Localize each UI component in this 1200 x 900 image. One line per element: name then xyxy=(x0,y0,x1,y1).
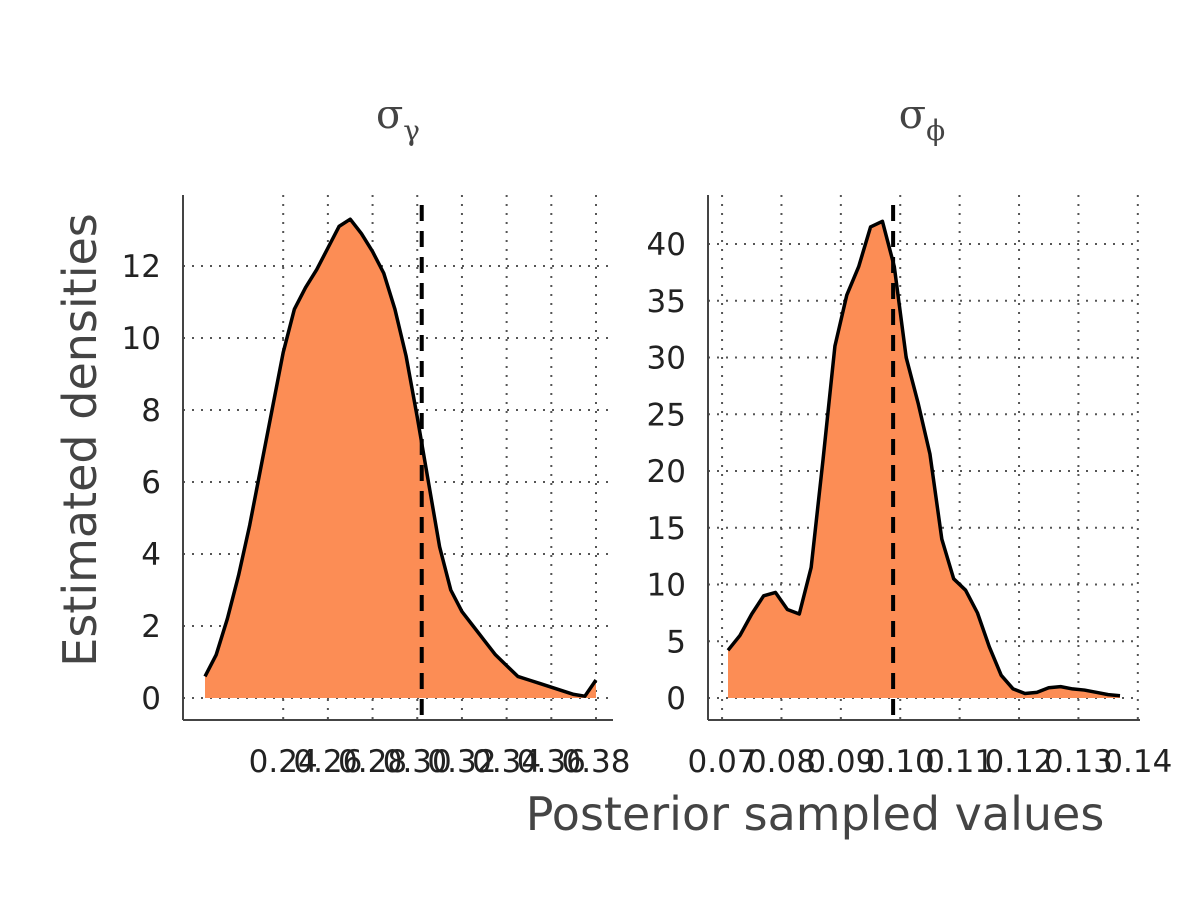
density-area xyxy=(205,219,596,698)
x-tick-label: 0.30 xyxy=(383,744,452,780)
y-tick-label: 12 xyxy=(122,249,161,285)
y-axis-title: Estimated densities xyxy=(53,213,107,667)
y-tick-label: 10 xyxy=(122,321,161,357)
y-tick-label: 5 xyxy=(666,624,686,660)
density-panel-1: σγ 0 2 4 6 8 10 12 0.240.260.280.300.320.340.360… xyxy=(122,92,631,780)
x-tick-label: 0.38 xyxy=(561,744,630,780)
y-tick-label: 0 xyxy=(141,681,161,717)
x-axis-title: Posterior sampled values xyxy=(526,787,1105,841)
x-tick-label: 0.11 xyxy=(925,744,994,780)
x-tick-label: 0.26 xyxy=(293,744,362,780)
y-tick-label: 30 xyxy=(647,341,686,377)
x-tick-label: 0.08 xyxy=(747,744,816,780)
y-tick-label: 25 xyxy=(647,397,686,433)
x-tick-label: 0.09 xyxy=(806,744,875,780)
x-tick-label: 0.13 xyxy=(1044,744,1113,780)
density-curve xyxy=(203,217,598,698)
x-tick-label: 0.36 xyxy=(517,744,586,780)
y-tick-label: 35 xyxy=(647,284,686,320)
x-tick-label: 0.14 xyxy=(1103,744,1172,780)
x-tick-label: 0.28 xyxy=(338,744,407,780)
density-panel-2: σϕ05101520253035400.070.080.090.100.110.… xyxy=(647,92,1173,780)
density-curve xyxy=(726,219,1121,698)
x-tick-label: 0.12 xyxy=(985,744,1054,780)
y-tick-label: 2 xyxy=(141,609,161,645)
x-tick-label: 0.24 xyxy=(249,744,318,780)
panel-title: σϕ xyxy=(899,92,945,147)
panels: σγ0246810120.240.260.280.300.320.340.360… xyxy=(122,92,1173,780)
y-tick-label: 0 xyxy=(666,681,686,717)
y-tick-label: 4 xyxy=(141,537,161,573)
y-tick-label: 8 xyxy=(141,393,161,429)
x-tick-label: 0.07 xyxy=(688,744,757,780)
y-tick-label: 10 xyxy=(647,568,686,604)
density-area xyxy=(728,221,1120,699)
panel-title: σγ xyxy=(376,92,420,147)
x-tick-label: 0.34 xyxy=(472,744,541,780)
x-tick-label: 0.32 xyxy=(427,744,496,780)
y-tick-label: 20 xyxy=(647,454,686,490)
y-tick-label: 6 xyxy=(141,465,161,501)
y-tick-label: 15 xyxy=(647,511,686,547)
y-tick-label: 40 xyxy=(647,227,686,263)
x-tick-label: 0.10 xyxy=(866,744,935,780)
